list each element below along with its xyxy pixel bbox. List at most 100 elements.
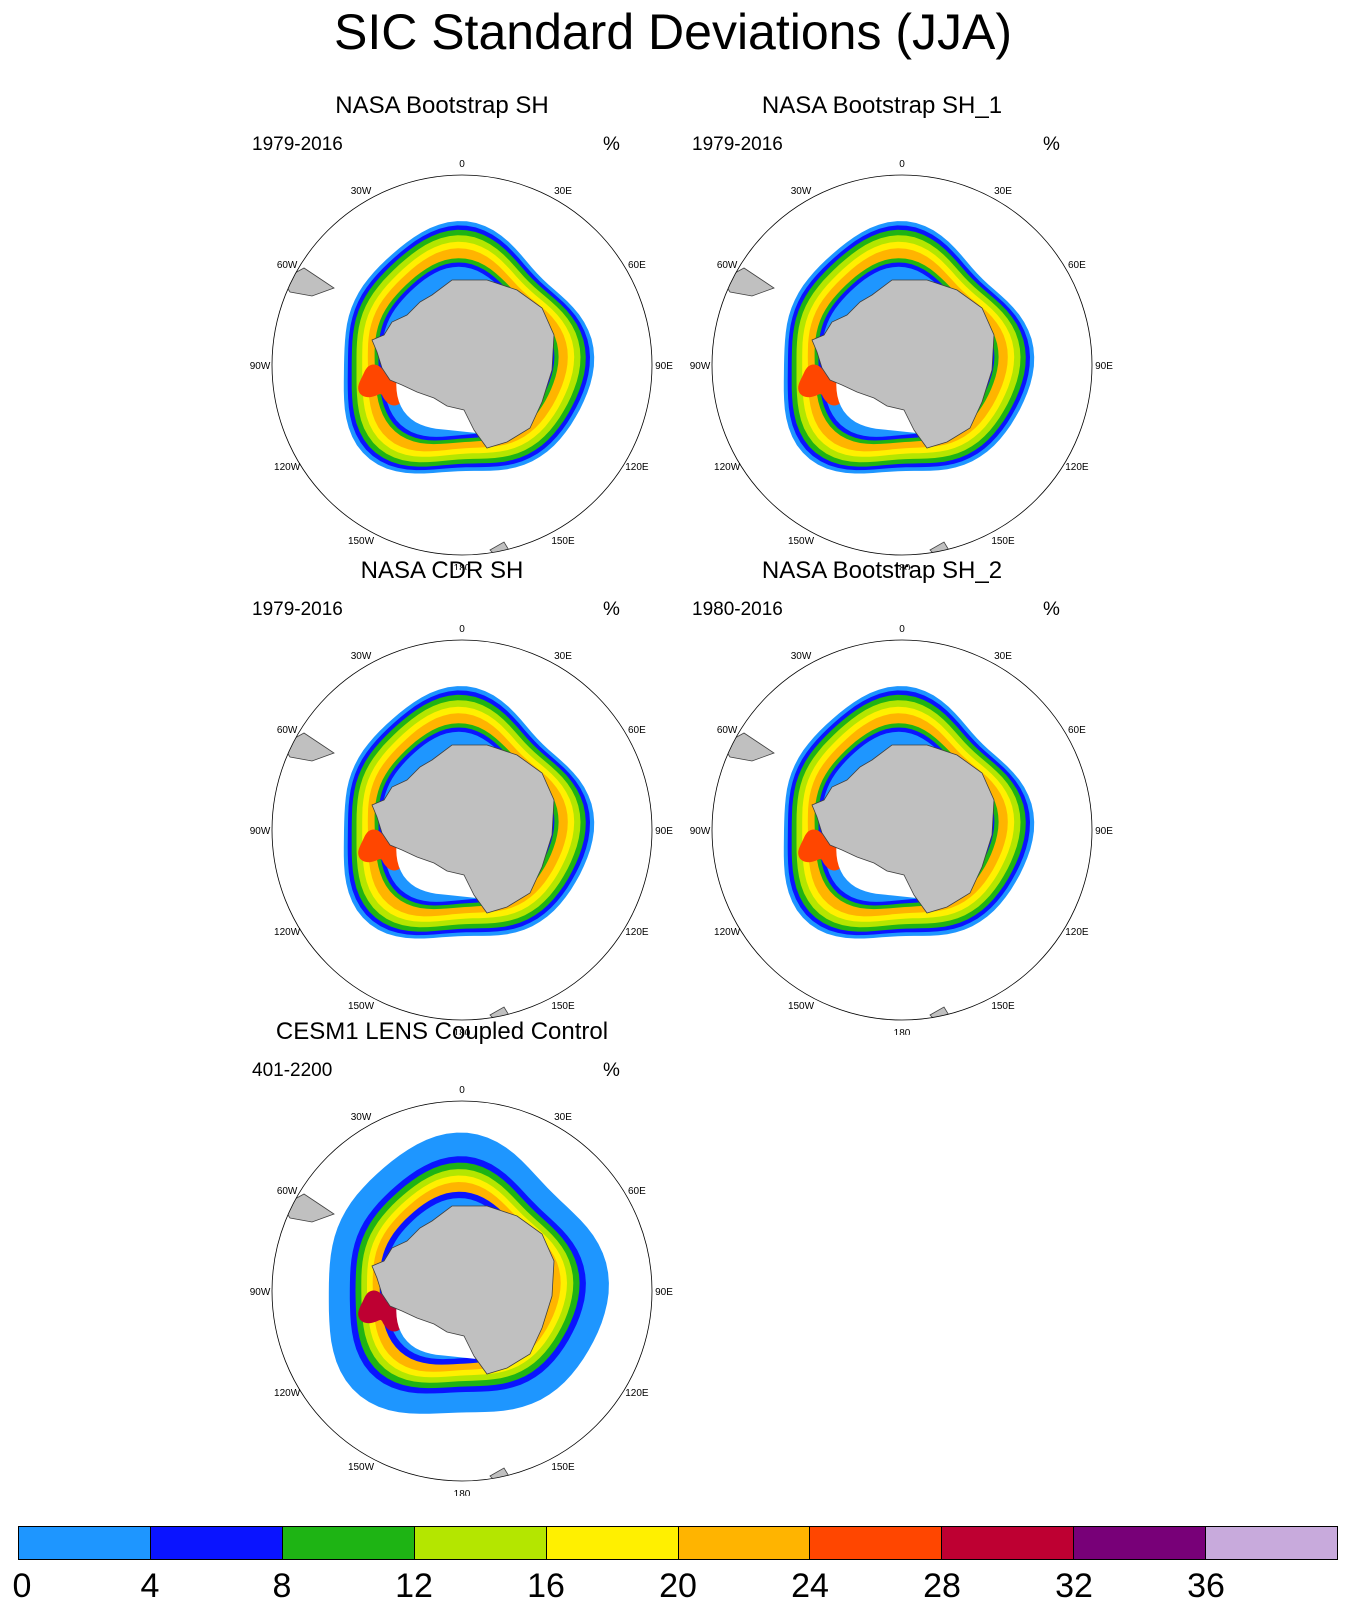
colorbar-box xyxy=(150,1527,283,1559)
longitude-label: 90W xyxy=(690,826,711,837)
polar-map: 0 30E 60E 90E 120E 150E 180 150W 120W 90W 60W 30W xyxy=(690,159,1114,570)
antarctica-land xyxy=(371,1205,555,1375)
colorbar-box xyxy=(414,1527,547,1559)
longitude-label: 120W xyxy=(714,927,741,938)
colorbar-labels: 0 4 8 12 16 20 24 28 32 36 xyxy=(13,1566,1338,1606)
longitude-label: 90E xyxy=(655,361,673,372)
sic-field xyxy=(281,1132,609,1481)
longitude-label: 30W xyxy=(791,651,812,662)
colorbar-label: 8 xyxy=(272,1567,292,1605)
longitude-label: 150W xyxy=(788,1001,815,1012)
longitude-label: 30W xyxy=(351,186,372,197)
longitude-label: 150E xyxy=(551,536,575,547)
colorbar-box xyxy=(19,1527,151,1559)
longitude-label: 90E xyxy=(1095,361,1113,372)
longitude-label: 30E xyxy=(554,651,572,662)
longitude-label: 150E xyxy=(991,1001,1015,1012)
colorbar-box xyxy=(1206,1527,1338,1559)
panel-title: NASA CDR SH xyxy=(360,557,524,584)
longitude-label: 90W xyxy=(690,361,711,372)
map-border xyxy=(711,174,1093,556)
longitude-label: 150E xyxy=(991,536,1015,547)
map-panel: CESM1 LENS Coupled Control 401-2200% 0 30E 6… xyxy=(222,1018,674,1496)
longitude-label: 120W xyxy=(274,927,301,938)
longitude-label: 30W xyxy=(791,186,812,197)
colorbar-label: 32 xyxy=(1055,1567,1093,1605)
longitude-label: 150W xyxy=(348,536,375,547)
longitude-label: 60W xyxy=(277,260,298,271)
colorbar-label: 28 xyxy=(923,1567,961,1605)
longitude-label: 180 xyxy=(454,1028,471,1035)
longitude-label: 60E xyxy=(628,260,646,271)
sic-field xyxy=(281,221,595,555)
panel-years: 1979-2016 xyxy=(252,599,343,620)
longitude-label: 120E xyxy=(1065,927,1089,938)
colorbar-label: 4 xyxy=(140,1567,160,1605)
map-border xyxy=(271,1100,653,1482)
panel-units: % xyxy=(1043,599,1060,620)
longitude-label: 0 xyxy=(899,624,905,635)
main-title: SIC Standard Deviations (JJA) xyxy=(333,4,1013,60)
longitude-label: 60E xyxy=(628,1186,646,1197)
longitude-label: 60W xyxy=(717,725,738,736)
panel-units: % xyxy=(603,134,620,155)
panel-years: 401-2200 xyxy=(252,1060,333,1081)
longitude-label: 0 xyxy=(459,624,465,635)
polar-map: 0 30E 60E 90E 120E 150E 180 150W 120W 90W 60W 30W xyxy=(250,624,674,1035)
longitude-label: 180 xyxy=(454,1489,471,1496)
longitude-label: 90W xyxy=(250,1287,271,1298)
longitude-label: 150W xyxy=(348,1001,375,1012)
longitude-label: 30E xyxy=(994,186,1012,197)
longitude-label: 60W xyxy=(277,725,298,736)
longitude-label: 60W xyxy=(717,260,738,271)
panel-years: 1980-2016 xyxy=(692,599,783,620)
colorbar-box xyxy=(678,1527,811,1559)
map-border xyxy=(271,174,653,556)
colorbar-label: 0 xyxy=(12,1567,32,1605)
longitude-label: 0 xyxy=(459,159,465,170)
longitude-label: 180 xyxy=(894,1028,911,1035)
colorbar-box xyxy=(810,1527,943,1559)
longitude-label: 90E xyxy=(655,1287,673,1298)
colorbar-label: 16 xyxy=(527,1567,565,1605)
longitude-label: 150W xyxy=(348,1462,375,1473)
south-america-land xyxy=(281,732,335,762)
panel-units: % xyxy=(1043,134,1060,155)
south-america-land xyxy=(721,732,775,762)
panel-title: NASA Bootstrap SH xyxy=(335,92,549,119)
longitude-label: 0 xyxy=(899,159,905,170)
longitude-label: 30W xyxy=(351,1112,372,1123)
colorbar-label: 24 xyxy=(791,1567,829,1605)
antarctica-land xyxy=(811,279,995,449)
longitude-label: 120W xyxy=(274,462,301,473)
longitude-label: 150E xyxy=(551,1001,575,1012)
longitude-label: 180 xyxy=(454,563,471,570)
antarctica-land xyxy=(371,744,555,914)
longitude-label: 150E xyxy=(551,1462,575,1473)
map-panel: NASA Bootstrap SH_2 1980-2016% 0 30E 60E 90E 1… xyxy=(662,557,1114,1035)
longitude-label: 30E xyxy=(554,186,572,197)
panel-units: % xyxy=(603,1060,620,1081)
map-border xyxy=(271,639,653,1021)
panel-title: CESM1 LENS Coupled Control xyxy=(275,1018,609,1045)
antarctica-land xyxy=(371,279,555,449)
map-panel: NASA CDR SH 1979-2016% 0 30E 60E 90E 120E 150E 1… xyxy=(222,557,674,1035)
panel-years: 1979-2016 xyxy=(692,134,783,155)
polar-map: 0 30E 60E 90E 120E 150E 180 150W 120W 90W 60W 30W xyxy=(250,159,674,570)
longitude-label: 30E xyxy=(994,651,1012,662)
longitude-label: 120E xyxy=(1065,462,1089,473)
polar-map: 0 30E 60E 90E 120E 150E 180 150W 120W 90W 60W 30W xyxy=(250,1085,674,1496)
south-america-land xyxy=(721,267,775,297)
longitude-label: 90W xyxy=(250,361,271,372)
polar-map: 0 30E 60E 90E 120E 150E 180 150W 120W 90W 60W 30W xyxy=(690,624,1114,1035)
colorbar-box xyxy=(546,1527,679,1559)
map-panel: NASA Bootstrap SH_1 1979-2016% 0 30E 60E 90E 1… xyxy=(662,92,1114,570)
longitude-label: 120E xyxy=(625,1388,649,1399)
colorbar-label: 20 xyxy=(659,1567,697,1605)
longitude-label: 180 xyxy=(894,563,911,570)
south-america-land xyxy=(281,267,335,297)
longitude-label: 90E xyxy=(1095,826,1113,837)
longitude-label: 60W xyxy=(277,1186,298,1197)
longitude-label: 30W xyxy=(351,651,372,662)
sic-field xyxy=(281,686,595,1020)
